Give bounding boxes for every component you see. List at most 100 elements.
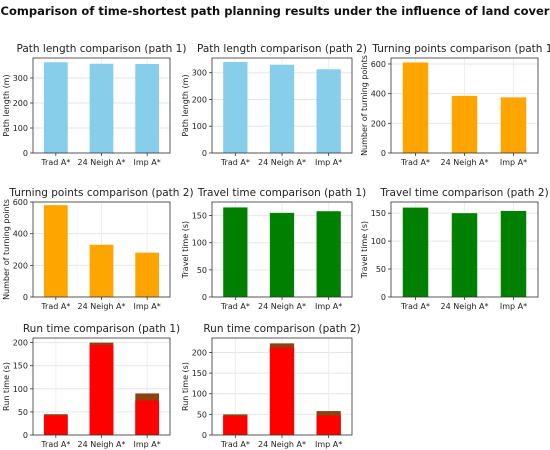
subplot-title: Turning points comparison (path 2) bbox=[8, 187, 193, 199]
y-tick-label: 0 bbox=[23, 293, 28, 302]
bar bbox=[402, 207, 429, 297]
bar bbox=[500, 97, 527, 153]
subplot-title: Turning points comparison (path 1) bbox=[371, 43, 550, 55]
subplot-4: Turning points comparison (path 2) 0 200 40… bbox=[2, 187, 194, 311]
bar bbox=[316, 69, 341, 153]
y-tick-label: 200 bbox=[13, 339, 28, 348]
y-axis-label: Number of turning points bbox=[360, 55, 369, 156]
bar bbox=[135, 64, 160, 153]
y-tick-label: 400 bbox=[371, 90, 386, 99]
bar bbox=[269, 347, 295, 435]
bar bbox=[135, 400, 160, 435]
x-tick-label: Imp A* bbox=[315, 440, 342, 449]
axes-frame bbox=[390, 57, 539, 154]
y-tick-label: 50 bbox=[197, 266, 207, 275]
y-axis-label: Travel time (s) bbox=[360, 221, 369, 279]
x-tick-label: 24 Neigh A* bbox=[258, 440, 306, 449]
y-tick-label: 100 bbox=[13, 385, 28, 394]
x-tick-label: Imp A* bbox=[134, 302, 161, 311]
bar bbox=[43, 415, 68, 435]
x-tick-label: Trad A* bbox=[400, 302, 430, 311]
y-tick-label: 150 bbox=[371, 209, 386, 218]
y-tick-label: 200 bbox=[192, 348, 207, 357]
x-tick-label: Imp A* bbox=[315, 302, 342, 311]
y-tick-label: 0 bbox=[381, 149, 386, 158]
bar bbox=[402, 62, 429, 153]
x-tick-label: Trad A* bbox=[220, 440, 250, 449]
axes-frame bbox=[390, 201, 539, 298]
x-tick-label: Trad A* bbox=[220, 158, 250, 167]
axes-frame bbox=[211, 57, 353, 154]
bar bbox=[223, 62, 248, 153]
bar bbox=[269, 212, 295, 297]
bar bbox=[43, 62, 68, 153]
subplot-6: Travel time comparison (path 2) 0 50 100 150… bbox=[360, 187, 549, 311]
y-tick-label: 50 bbox=[197, 410, 207, 419]
x-tick-label: Trad A* bbox=[40, 302, 70, 311]
y-tick-label: 150 bbox=[13, 362, 28, 371]
subplot-title: Travel time comparison (path 1) bbox=[197, 187, 366, 199]
y-tick-label: 0 bbox=[381, 293, 386, 302]
y-tick-label: 100 bbox=[192, 122, 207, 131]
x-tick-label: Trad A* bbox=[400, 158, 430, 167]
y-tick-label: 200 bbox=[13, 261, 28, 270]
bar bbox=[223, 207, 248, 297]
y-tick-label: 200 bbox=[371, 119, 386, 128]
axes-frame bbox=[32, 201, 171, 298]
y-tick-label: 50 bbox=[376, 265, 386, 274]
y-tick-label: 300 bbox=[192, 69, 207, 78]
y-axis-label: Travel time (s) bbox=[181, 221, 190, 279]
axes-frame bbox=[211, 337, 353, 436]
y-tick-label: 600 bbox=[13, 198, 28, 207]
x-tick-label: 24 Neigh A* bbox=[77, 158, 125, 167]
y-tick-label: 0 bbox=[202, 149, 207, 158]
x-tick-label: Imp A* bbox=[134, 158, 161, 167]
bar bbox=[451, 213, 478, 297]
y-tick-label: 100 bbox=[192, 239, 207, 248]
x-tick-label: Imp A* bbox=[134, 440, 161, 449]
subplot-title: Travel time comparison (path 2) bbox=[379, 187, 548, 199]
y-tick-label: 300 bbox=[13, 74, 28, 83]
subplot-title: Path length comparison (path 1) bbox=[17, 43, 187, 55]
bar bbox=[89, 244, 114, 297]
bar bbox=[316, 415, 341, 435]
y-axis-label: Run time (s) bbox=[181, 362, 190, 411]
subplot-1: Path length comparison (path 1) 0 100 200 30… bbox=[2, 43, 186, 167]
x-tick-label: Imp A* bbox=[500, 302, 527, 311]
y-tick-label: 0 bbox=[202, 293, 207, 302]
subplot-5: Travel time comparison (path 1) 0 50 100 150… bbox=[181, 187, 366, 311]
bar bbox=[500, 210, 527, 297]
x-tick-label: Trad A* bbox=[40, 440, 70, 449]
y-tick-label: 200 bbox=[192, 95, 207, 104]
x-tick-label: 24 Neigh A* bbox=[258, 302, 306, 311]
y-tick-label: 100 bbox=[13, 124, 28, 133]
y-tick-label: 150 bbox=[192, 369, 207, 378]
subplot-3: Turning points comparison (path 1) 0 200 40… bbox=[360, 43, 550, 167]
y-tick-label: 200 bbox=[13, 99, 28, 108]
subplot-7: Run time comparison (path 1) 0 50 100 150 200… bbox=[2, 323, 180, 449]
bar bbox=[316, 211, 341, 297]
y-axis-label: Number of turning points bbox=[2, 199, 11, 300]
y-tick-label: 0 bbox=[23, 431, 28, 440]
axes-frame bbox=[32, 57, 171, 154]
bar bbox=[451, 95, 478, 153]
y-tick-label: 100 bbox=[192, 390, 207, 399]
x-tick-label: 24 Neigh A* bbox=[77, 302, 125, 311]
y-tick-label: 50 bbox=[18, 408, 28, 417]
x-tick-label: Trad A* bbox=[220, 302, 250, 311]
x-tick-label: Trad A* bbox=[40, 158, 70, 167]
bar bbox=[89, 344, 114, 435]
y-axis-label: Run time (s) bbox=[2, 362, 11, 411]
subplot-8: Run time comparison (path 2) 0 50 100 150 200… bbox=[181, 323, 361, 449]
axes-frame bbox=[211, 201, 353, 298]
x-tick-label: Imp A* bbox=[500, 158, 527, 167]
y-tick-label: 100 bbox=[371, 237, 386, 246]
axes-frame bbox=[32, 337, 171, 436]
y-axis-label: Path length (m) bbox=[2, 74, 11, 136]
x-tick-label: 24 Neigh A* bbox=[258, 158, 306, 167]
y-tick-label: 0 bbox=[23, 149, 28, 158]
bar bbox=[89, 63, 114, 153]
y-tick-label: 0 bbox=[202, 431, 207, 440]
